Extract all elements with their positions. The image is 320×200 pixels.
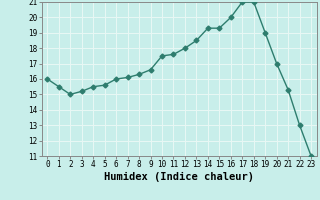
X-axis label: Humidex (Indice chaleur): Humidex (Indice chaleur) [104, 172, 254, 182]
